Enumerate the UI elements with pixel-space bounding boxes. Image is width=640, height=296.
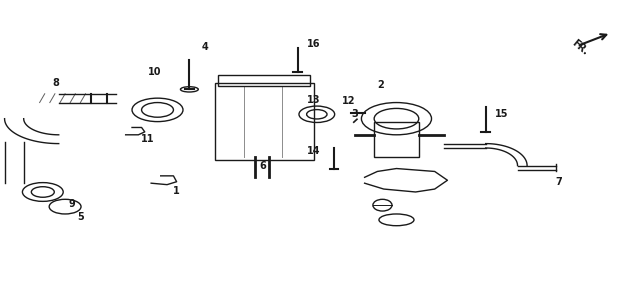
Text: 14: 14 (307, 146, 321, 156)
Text: 4: 4 (202, 42, 209, 52)
Text: 16: 16 (307, 39, 321, 49)
Text: 3: 3 (351, 109, 358, 119)
Text: 11: 11 (141, 134, 155, 144)
Text: 1: 1 (173, 186, 180, 196)
Text: 6: 6 (259, 161, 266, 170)
Text: 15: 15 (495, 109, 508, 119)
Text: 5: 5 (77, 212, 84, 222)
Text: 8: 8 (52, 78, 59, 89)
Text: 7: 7 (556, 177, 563, 187)
Bar (374, 122, 419, 157)
Text: FR.: FR. (570, 38, 591, 57)
Text: 9: 9 (68, 199, 75, 209)
Text: 13: 13 (307, 95, 321, 104)
Text: 10: 10 (148, 67, 161, 77)
Text: 12: 12 (342, 96, 355, 106)
Text: 2: 2 (377, 80, 384, 90)
Bar (218, 75, 310, 86)
